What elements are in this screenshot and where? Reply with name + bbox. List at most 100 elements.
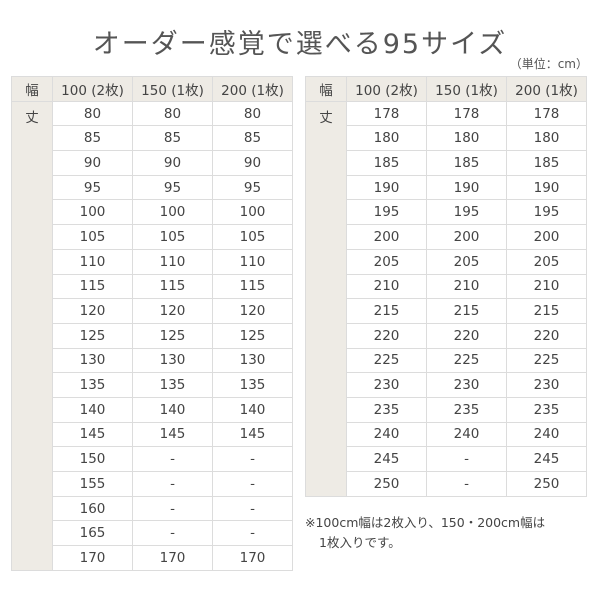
unit-label: （単位：cm） (509, 57, 588, 71)
size-cell: 235 (506, 396, 587, 423)
table-row: 145 145 145 (12, 421, 293, 448)
size-cell: 190 (506, 174, 587, 201)
size-cell: 240 (506, 421, 587, 448)
table-row: 250-250 (306, 471, 587, 497)
size-cell: 130 (132, 347, 213, 374)
size-cell: 230 (506, 372, 587, 398)
column-header: 150 (1枚) (132, 76, 213, 102)
size-cell: 115 (212, 273, 293, 300)
size-cell: 235 (426, 396, 507, 423)
table-row: 165- - (12, 520, 293, 547)
size-cell: 195 (426, 199, 507, 226)
table-row: 195 195 195 (306, 199, 587, 226)
size-cell: 205 (426, 248, 507, 275)
table-row: 100 100 100 (12, 199, 293, 226)
table-row: 190 190 190 (306, 174, 587, 201)
size-cell: 178 (426, 100, 507, 127)
table-row: 230 230 230 (306, 372, 587, 398)
size-cell: 110 (52, 248, 133, 275)
size-cell: 140 (132, 396, 213, 423)
size-cell: 105 (212, 224, 293, 250)
table-row: 220 220 220 (306, 322, 587, 349)
table-row: 185 185 185 (306, 150, 587, 176)
size-cell: 230 (426, 372, 507, 398)
size-cell: 115 (132, 273, 213, 300)
size-cell: 250 (346, 471, 427, 497)
table-row: 110 110 110 (12, 248, 293, 275)
size-cell: - (132, 495, 213, 522)
size-cell: 100 (132, 199, 213, 226)
size-cell: 80 (212, 100, 293, 127)
size-cell: 220 (426, 322, 507, 349)
table-row: 225 225 225 (306, 347, 587, 374)
size-cell: 190 (426, 174, 507, 201)
footnote-line-1: ※100cm幅は2枚入り、150・200cm幅は (305, 515, 546, 530)
size-cell: 85 (132, 125, 213, 152)
size-cell: - (426, 446, 507, 472)
size-cell: 105 (132, 224, 213, 250)
footnote: ※100cm幅は2枚入り、150・200cm幅は 1枚入りです。 (305, 513, 595, 553)
size-cell: 180 (506, 125, 587, 152)
size-cell: 220 (346, 322, 427, 349)
table-row: 130 130 130 (12, 347, 293, 374)
size-cell: - (212, 495, 293, 522)
size-cell: 100 (212, 199, 293, 226)
size-cell: 130 (52, 347, 133, 374)
table-row: 105 105 105 (12, 224, 293, 250)
column-header: 200 (1枚) (212, 76, 293, 102)
size-cell: 180 (426, 125, 507, 152)
size-cell: 120 (212, 298, 293, 324)
header-row: 幅 100 (2枚) 150 (1枚) 200 (1枚) (11, 76, 293, 102)
table-row: 135 135 135 (12, 372, 293, 398)
size-cell: 170 (212, 545, 293, 571)
size-cell: 135 (212, 372, 293, 398)
size-cell: 165 (52, 520, 133, 547)
size-cell: 185 (346, 150, 427, 176)
size-cell: 125 (212, 322, 293, 349)
table-row: 115 115 115 (12, 273, 293, 300)
size-cell: 185 (506, 150, 587, 176)
size-cell: 115 (52, 273, 133, 300)
size-cell: 110 (212, 248, 293, 275)
size-cell: 135 (52, 372, 133, 398)
size-cell: 178 (346, 100, 427, 127)
table-row: 240 240 240 (306, 421, 587, 448)
size-cell: 125 (52, 322, 133, 349)
table-row: 160- - (12, 495, 293, 522)
size-cell: 205 (506, 248, 587, 275)
table-row: 180 180 180 (306, 125, 587, 152)
footnote-line-2: 1枚入りです。 (319, 535, 401, 550)
table-row: 丈 178 178 178 (305, 100, 587, 497)
size-cell: - (132, 471, 213, 497)
page-title: オーダー感覚で選べる95サイズ (92, 29, 508, 60)
size-cell: 140 (52, 396, 133, 423)
size-cell: 240 (426, 421, 507, 448)
table-row: 90 90 90 (12, 150, 293, 176)
header-row: 幅 100 (2枚) 150 (1枚) 200 (1枚) (305, 76, 587, 102)
size-cell: 130 (212, 347, 293, 374)
size-cell: 185 (426, 150, 507, 176)
table-row: 235 235 235 (306, 396, 587, 423)
size-cell: 200 (506, 224, 587, 250)
size-cell: 215 (346, 298, 427, 324)
size-cell: 170 (52, 545, 133, 571)
length-label: 丈 (11, 100, 53, 571)
table-row: 215 215 215 (306, 298, 587, 324)
table-row: 125 125 125 (12, 322, 293, 349)
column-header: 200 (1枚) (506, 76, 587, 102)
size-cell: - (212, 446, 293, 472)
table-row: 120 120 120 (12, 298, 293, 324)
size-cell: 85 (212, 125, 293, 152)
size-cell: 200 (426, 224, 507, 250)
size-cell: 210 (426, 273, 507, 300)
column-header: 150 (1枚) (426, 76, 507, 102)
table-row: 170 170 170 (12, 545, 293, 571)
column-header: 100 (2枚) (52, 76, 133, 102)
size-cell: - (132, 446, 213, 472)
size-cell: 225 (426, 347, 507, 374)
length-label: 丈 (305, 100, 347, 497)
size-cell: 110 (132, 248, 213, 275)
size-cell: 250 (506, 471, 587, 497)
table-row: 245-245 (306, 446, 587, 472)
size-cell: - (132, 520, 213, 547)
